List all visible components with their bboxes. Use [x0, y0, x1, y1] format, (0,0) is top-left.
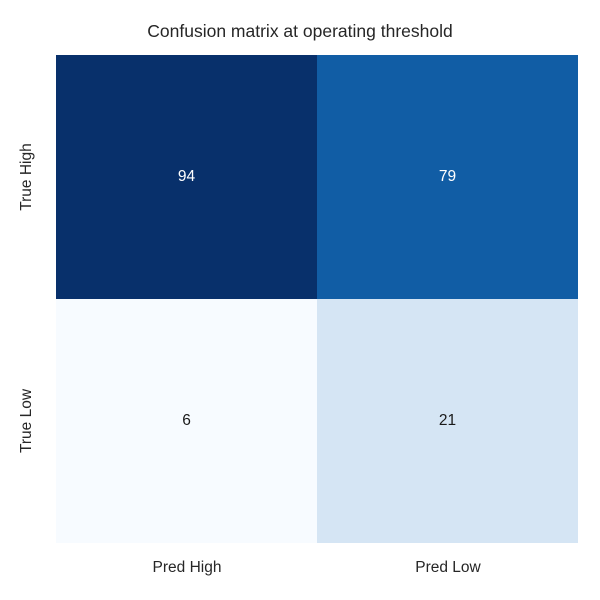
y-tick-true-low: True Low [18, 388, 35, 454]
heatmap-cell-true-high-pred-high: 94 [56, 55, 317, 299]
cell-value: 21 [438, 412, 457, 430]
y-tick-true-high: True High [18, 143, 35, 211]
heatmap-cell-true-high-pred-low: 79 [317, 55, 578, 299]
cell-value: 94 [177, 168, 196, 186]
x-tick-pred-high: Pred High [152, 559, 222, 576]
chart-title: Confusion matrix at operating threshold [147, 21, 453, 41]
heatmap-cell-true-low-pred-high: 6 [56, 299, 317, 543]
cell-value: 79 [438, 168, 457, 186]
heatmap-cell-true-low-pred-low: 21 [317, 299, 578, 543]
x-tick-pred-low: Pred Low [415, 559, 481, 576]
cell-value: 6 [182, 412, 191, 430]
heatmap-grid: 94 79 6 21 [56, 55, 578, 543]
